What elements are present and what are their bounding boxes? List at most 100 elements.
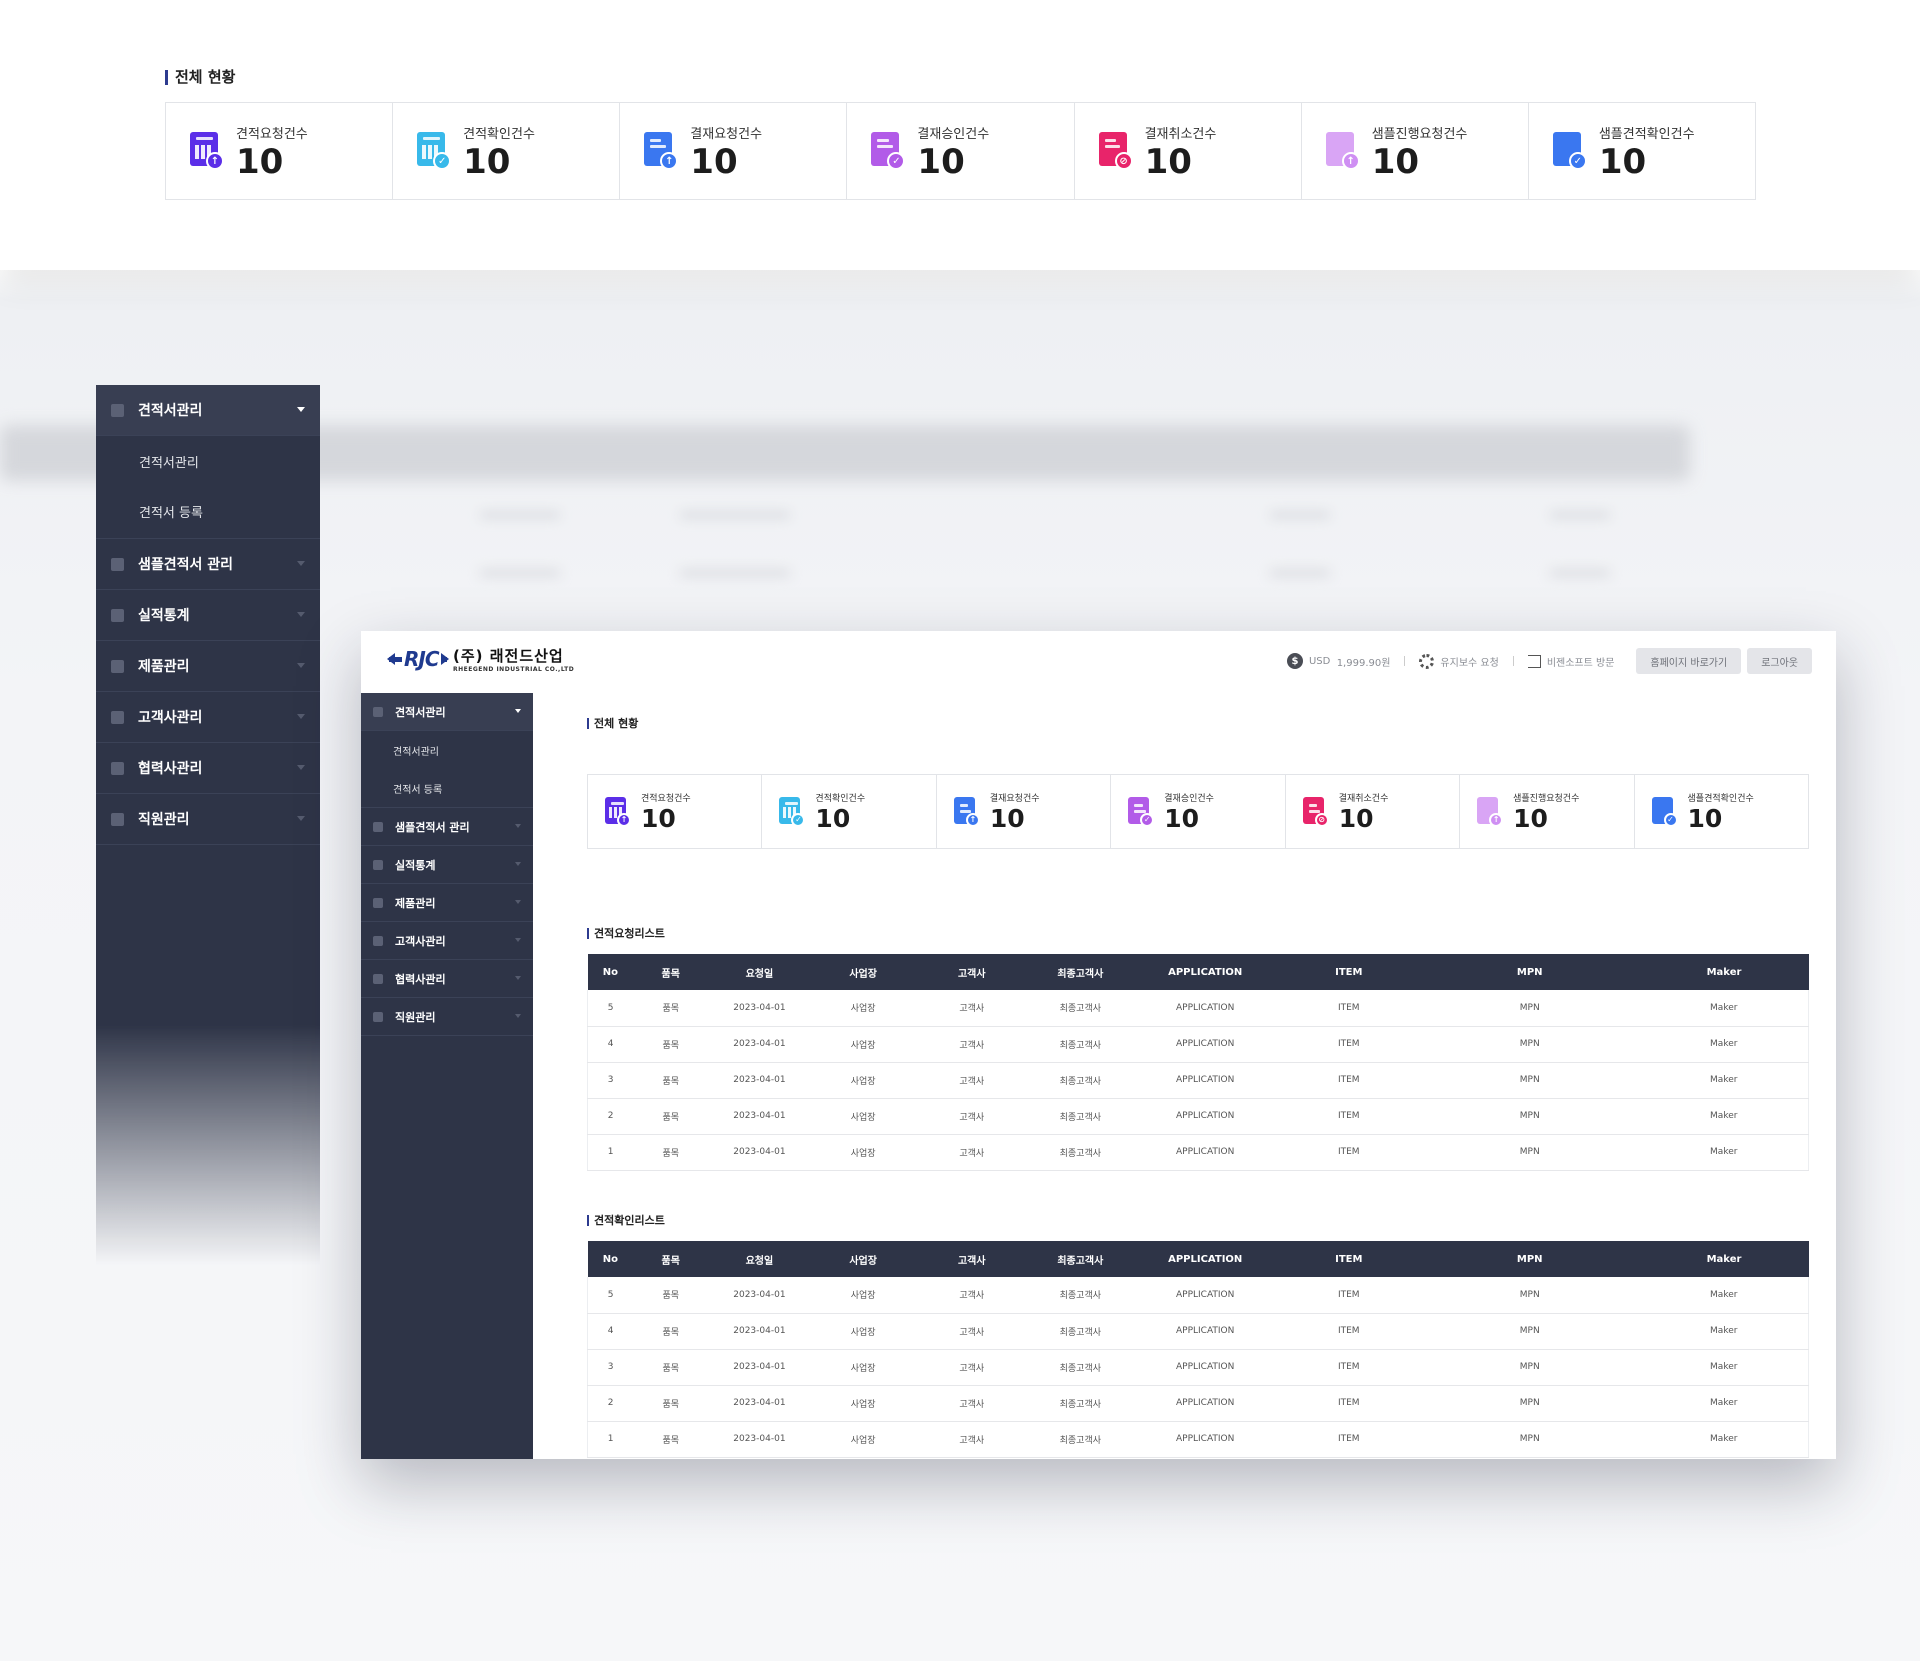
stat-card[interactable]: ✓ 샘플견적확인건수 10 — [1635, 775, 1808, 848]
table-row[interactable]: 4 품목 2023-04-01 사업장 고객사 최종고객사 APPLICATION ITEM M… — [587, 1313, 1809, 1350]
logout-button[interactable]: 로그아웃 — [1747, 648, 1812, 674]
submenu-item[interactable]: 견적서 등록 — [393, 784, 443, 796]
stat-card[interactable]: ✓ 견적확인건수 10 — [762, 775, 937, 848]
sidebar-item[interactable]: 샘플견적서 관리 — [96, 539, 320, 590]
stat-card[interactable]: ✓ 견적확인건수 10 — [393, 103, 621, 199]
table-row[interactable]: 3 품목 2023-04-01 사업장 고객사 최종고객사 APPLICATION ITEM M… — [587, 1062, 1809, 1099]
homepage-button[interactable]: 홈페이지 바로가기 — [1636, 648, 1742, 674]
column-header[interactable]: Maker — [1639, 954, 1809, 990]
table-row[interactable]: 5 품목 2023-04-01 사업장 고객사 최종고객사 APPLICATION ITEM M… — [587, 990, 1809, 1027]
table-cell: MPN — [1419, 1385, 1640, 1422]
table-row[interactable]: 1 품목 2023-04-01 사업장 고객사 최종고객사 APPLICATION ITEM M… — [587, 1421, 1809, 1458]
stat-card[interactable]: ↑ 샘플진행요청건수 10 — [1460, 775, 1635, 848]
maintenance-link[interactable]: 유지보수 요청 — [1419, 653, 1499, 669]
table-cell: 사업장 — [810, 1421, 916, 1458]
sidebar-item[interactable]: 협력사관리 — [361, 960, 533, 998]
chevron-down-icon — [297, 816, 305, 821]
visit-link[interactable]: 비젠소프트 방문 — [1527, 654, 1614, 669]
table-cell: 최종고객사 — [1027, 1026, 1133, 1063]
column-header[interactable]: 요청일 — [708, 954, 811, 990]
table-row[interactable]: 4 품목 2023-04-01 사업장 고객사 최종고객사 APPLICATION ITEM M… — [587, 1026, 1809, 1063]
column-header[interactable]: 최종고객사 — [1027, 954, 1133, 990]
badge-icon: ↑ — [965, 812, 980, 827]
doc-upload-icon: ↑ — [644, 132, 679, 170]
table-cell: 2023-04-01 — [708, 1421, 811, 1458]
column-header[interactable]: No — [587, 954, 634, 990]
sidebar-item[interactable]: 샘플견적서 관리 — [361, 808, 533, 846]
table-cell: Maker — [1639, 1313, 1809, 1350]
badge-icon: ↑ — [1341, 152, 1360, 170]
badge-icon: ✓ — [791, 812, 806, 827]
column-header[interactable]: Maker — [1639, 1241, 1809, 1277]
stat-card[interactable]: ↑ 견적요청건수 10 — [588, 775, 763, 848]
stat-card[interactable]: ✓ 결재승인건수 10 — [847, 103, 1075, 199]
sidebar-item[interactable]: 제품관리 — [96, 641, 320, 692]
column-header[interactable]: 최종고객사 — [1027, 1241, 1133, 1277]
badge-icon: ✓ — [433, 152, 452, 170]
column-header[interactable]: MPN — [1419, 1241, 1640, 1277]
stat-label: 결재요청건수 — [989, 794, 1040, 804]
chevron-down-icon — [515, 824, 521, 828]
sidebar-item[interactable]: 직원관리 — [96, 794, 320, 845]
table-cell: 품목 — [633, 1385, 709, 1422]
table-cell: 품목 — [633, 1026, 709, 1063]
sidebar-item[interactable]: 직원관리 — [361, 998, 533, 1036]
sidebar-item[interactable]: 제품관리 — [361, 884, 533, 922]
column-header[interactable]: APPLICATION — [1132, 1241, 1278, 1277]
table-cell: Maker — [1639, 1277, 1809, 1314]
column-header[interactable]: 고객사 — [915, 954, 1028, 990]
blurred-row — [1270, 512, 1330, 518]
column-header[interactable]: 요청일 — [708, 1241, 811, 1277]
table-cell: ITEM — [1277, 1062, 1420, 1099]
stat-card[interactable]: ↑ 결재요청건수 10 — [620, 103, 848, 199]
table-row[interactable]: 3 품목 2023-04-01 사업장 고객사 최종고객사 APPLICATION ITEM M… — [587, 1349, 1809, 1386]
table-row[interactable]: 2 품목 2023-04-01 사업장 고객사 최종고객사 APPLICATION ITEM M… — [587, 1385, 1809, 1422]
company-logo[interactable]: RJC (주) 래전드산업 RHEEGEND INDUSTRIAL CO.,LT… — [387, 644, 574, 674]
table-row[interactable]: 2 품목 2023-04-01 사업장 고객사 최종고객사 APPLICATION ITEM M… — [587, 1098, 1809, 1135]
table-row[interactable]: 1 품목 2023-04-01 사업장 고객사 최종고객사 APPLICATION ITEM M… — [587, 1134, 1809, 1171]
column-header[interactable]: ITEM — [1277, 1241, 1420, 1277]
stat-card[interactable]: ✓ 결재승인건수 10 — [1111, 775, 1286, 848]
column-header[interactable]: APPLICATION — [1132, 954, 1278, 990]
column-header[interactable]: 품목 — [633, 1241, 709, 1277]
stat-card[interactable]: ⊘ 결재취소건수 10 — [1075, 103, 1302, 199]
sidebar-item[interactable]: 실적통계 — [361, 846, 533, 884]
table-cell: 최종고객사 — [1027, 1385, 1133, 1422]
column-header[interactable]: 고객사 — [915, 1241, 1028, 1277]
stat-card[interactable]: ⊘ 결재취소건수 10 — [1286, 775, 1461, 848]
submenu-item[interactable]: 견적서관리 — [393, 746, 439, 758]
sidebar-item[interactable]: 고객사관리 — [361, 922, 533, 960]
sidebar-item-label: 샘플견적서 관리 — [395, 820, 470, 834]
stat-card[interactable]: ✓ 샘플견적확인건수 10 — [1529, 103, 1755, 199]
column-header[interactable]: 사업장 — [810, 1241, 916, 1277]
submenu-item[interactable]: 견적서 등록 — [139, 505, 203, 521]
sidebar-item[interactable]: 견적서관리 — [361, 693, 533, 731]
column-header[interactable]: ITEM — [1277, 954, 1420, 990]
sample-upload-icon: ↑ — [1477, 796, 1504, 827]
table-row[interactable]: 5 품목 2023-04-01 사업장 고객사 최종고객사 APPLICATION ITEM M… — [587, 1277, 1809, 1314]
table-cell: 2023-04-01 — [708, 1026, 811, 1063]
stat-label: 샘플진행요청건수 — [1513, 794, 1580, 804]
column-header[interactable]: MPN — [1419, 954, 1640, 990]
table-cell: 2023-04-01 — [708, 1349, 811, 1386]
stat-card[interactable]: ↑ 결재요청건수 10 — [937, 775, 1112, 848]
badge-icon: ✓ — [887, 152, 906, 170]
column-header[interactable]: No — [587, 1241, 634, 1277]
sidebar-item[interactable]: 실적통계 — [96, 590, 320, 641]
table-cell: 최종고객사 — [1027, 1349, 1133, 1386]
header-utilities: $ USD 1,999.90원 유지보수 요청 비젠소프트 방문 홈페이지 바로… — [1273, 648, 1812, 674]
table-cell: 품목 — [633, 1134, 709, 1171]
sidebar-item[interactable]: 고객사관리 — [96, 692, 320, 743]
chevron-down-icon — [515, 938, 521, 942]
stat-card[interactable]: ↑ 샘플진행요청건수 10 — [1302, 103, 1529, 199]
sidebar-item[interactable]: 협력사관리 — [96, 743, 320, 794]
column-header[interactable]: 사업장 — [810, 954, 916, 990]
sidebar-item-label: 견적서관리 — [138, 403, 203, 419]
chevron-down-icon — [515, 976, 521, 980]
stat-value: 10 — [1598, 141, 1647, 182]
table-cell: 사업장 — [810, 1098, 916, 1135]
column-header[interactable]: 품목 — [633, 954, 709, 990]
sidebar-item[interactable]: 견적서관리 — [96, 385, 320, 436]
submenu-item[interactable]: 견적서관리 — [139, 455, 199, 471]
stat-card[interactable]: ↑ 견적요청건수 10 — [166, 103, 394, 199]
